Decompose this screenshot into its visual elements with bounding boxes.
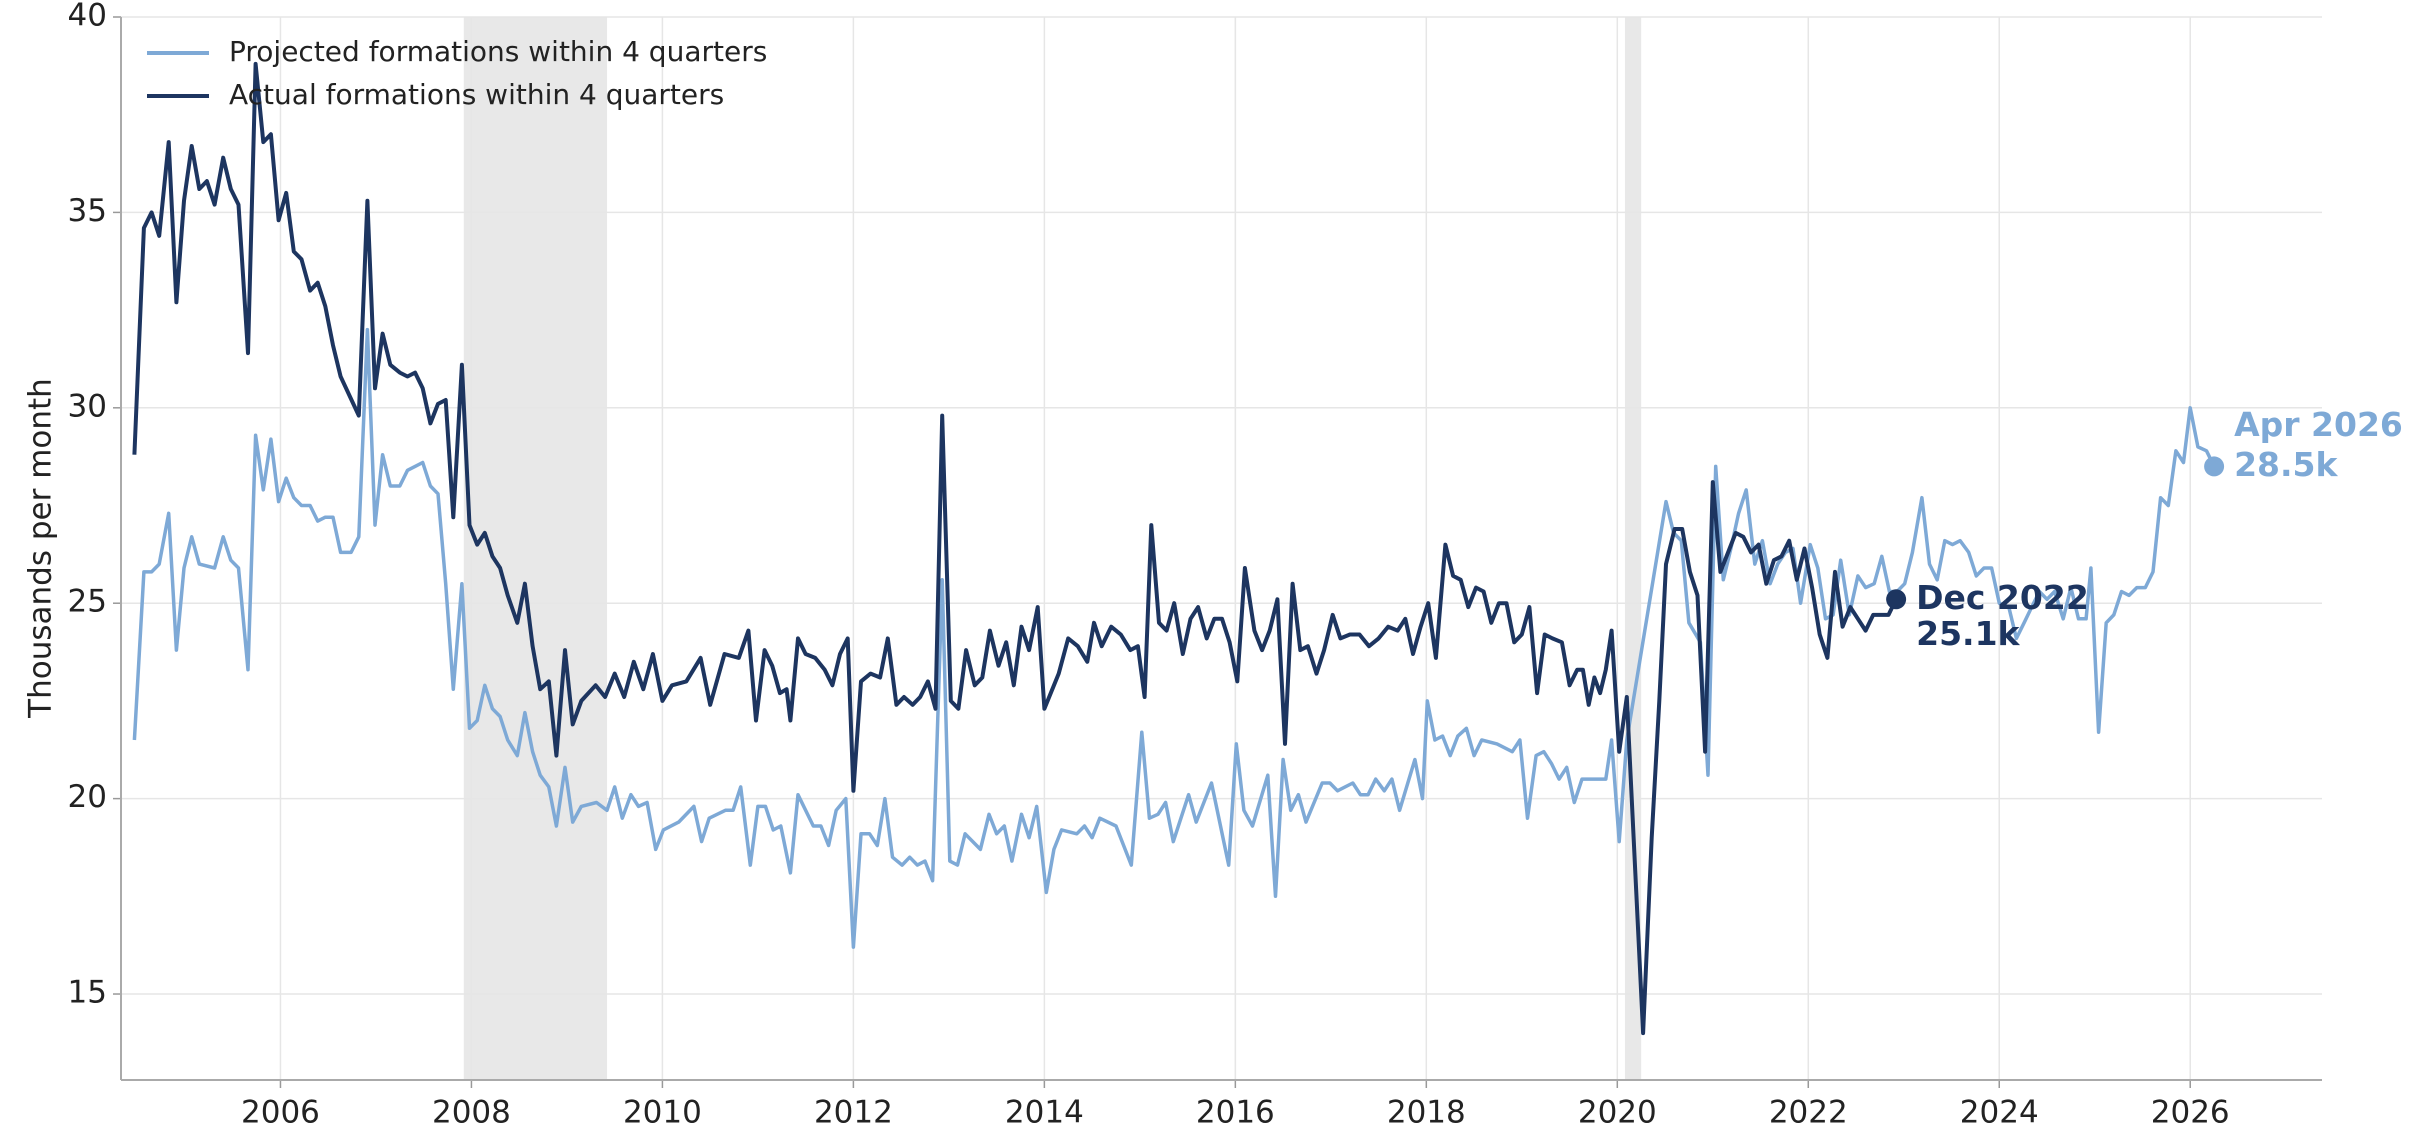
annotation-dot [1886, 589, 1907, 610]
shaded-band [463, 17, 608, 1080]
x-tick-label: 2022 [1769, 1095, 1848, 1131]
annotation-dot [2204, 456, 2225, 477]
y-tick-label: 25 [68, 584, 107, 620]
x-tick-label: 2016 [1196, 1095, 1275, 1131]
x-tick-label: 2014 [1005, 1095, 1084, 1131]
series-line [132, 61, 1898, 1036]
x-tick-label: 2024 [1960, 1095, 2039, 1131]
annotation-text: Dec 2022 [1916, 578, 2089, 617]
legend: Projected formations within 4 quarters Ac… [147, 35, 767, 111]
annotation-text: 28.5k [2234, 445, 2338, 484]
x-tick-label: 2008 [432, 1095, 511, 1131]
annotation-text: 25.1k [1916, 614, 2020, 653]
y-tick-label: 20 [68, 779, 107, 815]
x-tick-label: 2012 [814, 1095, 893, 1131]
shaded-band [1624, 17, 1642, 1080]
x-tick-label: 2018 [1387, 1095, 1466, 1131]
x-tick-label: 2026 [2151, 1095, 2230, 1131]
y-tick-label: 35 [68, 193, 107, 229]
series-line [132, 327, 2216, 949]
annotation-text: Apr 2026 [2234, 405, 2403, 444]
x-tick-label: 2010 [623, 1095, 702, 1131]
x-tick-label: 2006 [241, 1095, 320, 1131]
y-axis-label: Thousands per month [23, 378, 59, 719]
y-tick-label: 40 [68, 0, 107, 34]
legend-label: Actual formations within 4 quarters [229, 78, 724, 111]
x-tick-label: 2020 [1578, 1095, 1657, 1131]
y-tick-label: 15 [68, 975, 107, 1011]
y-tick-label: 30 [68, 388, 107, 424]
legend-label: Projected formations within 4 quarters [229, 35, 767, 68]
